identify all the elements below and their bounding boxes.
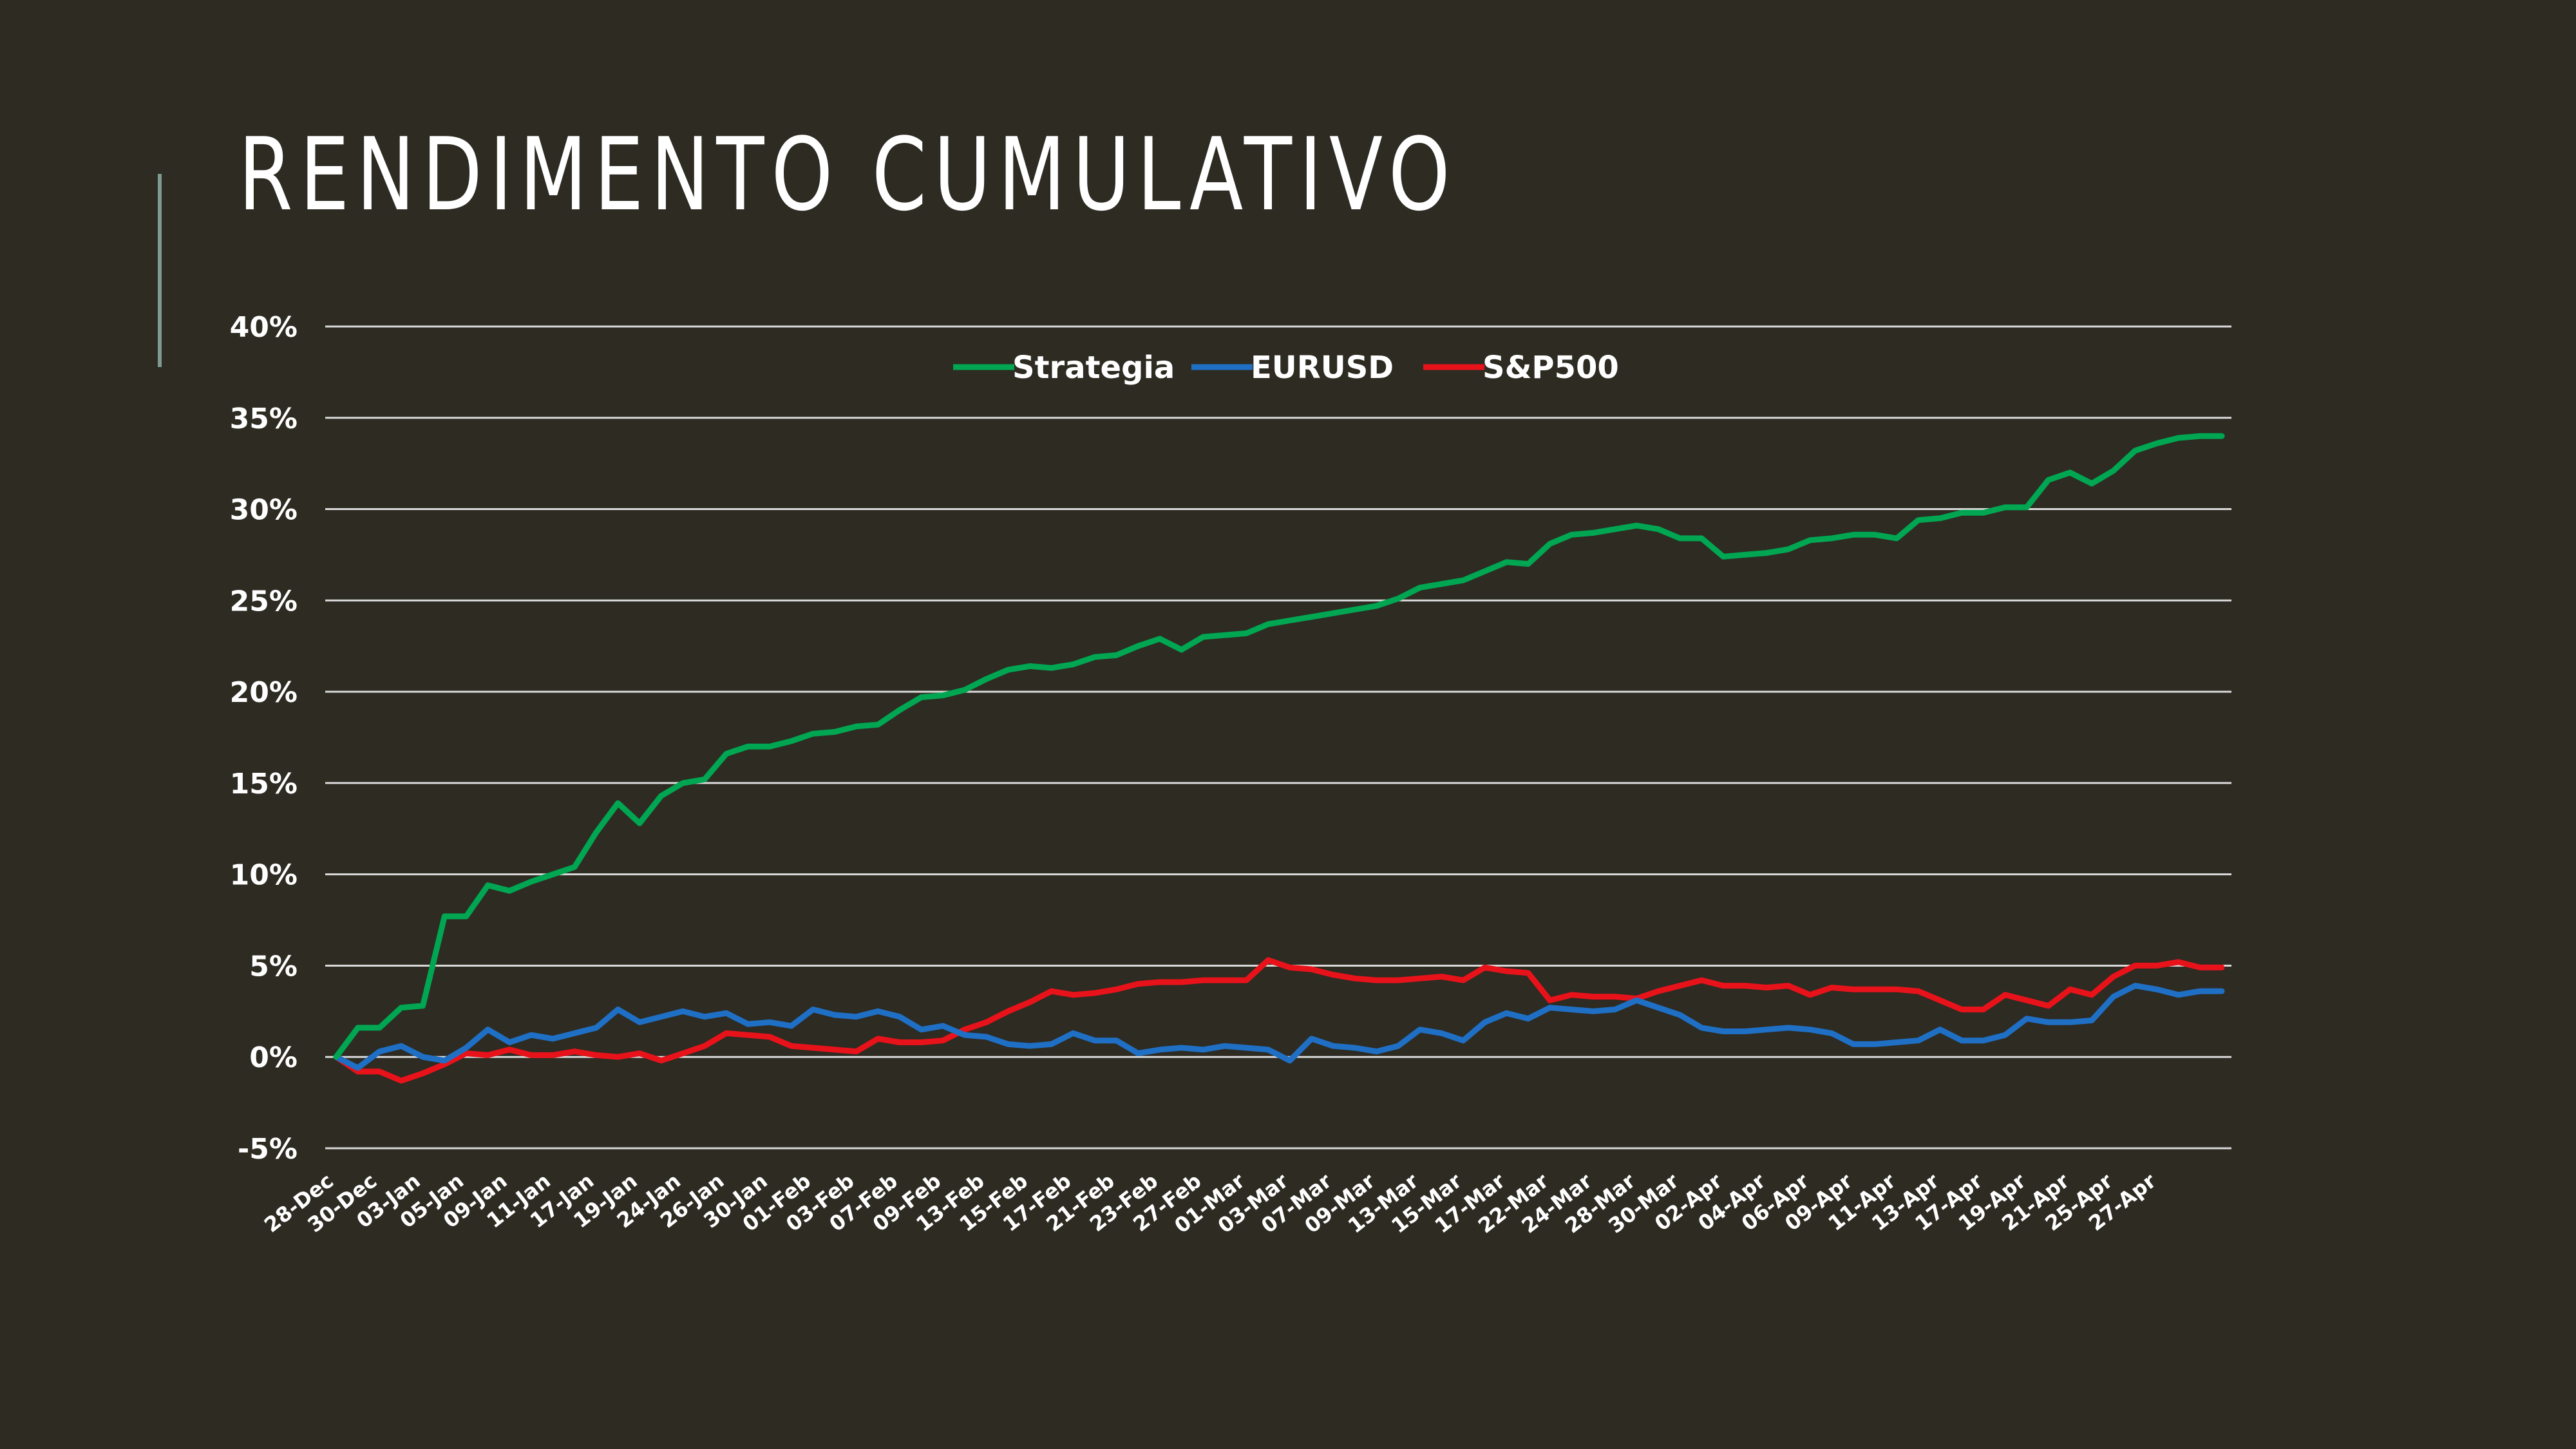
y-tick-label: 40% <box>230 311 298 344</box>
x-axis-labels: 28-Dec30-Dec03-Jan05-Jan09-Jan11-Jan17-J… <box>260 1168 2161 1238</box>
series-line-strategia <box>333 433 2225 1060</box>
legend-label: EURUSD <box>1251 350 1394 386</box>
chart-gridlines <box>325 325 2231 1150</box>
y-tick-label: 25% <box>230 585 298 618</box>
legend-label: S&P500 <box>1482 350 1619 386</box>
y-tick-label: 5% <box>249 950 298 983</box>
y-tick-label: 10% <box>230 859 298 892</box>
y-tick-label: 35% <box>230 402 298 435</box>
y-tick-label: 0% <box>249 1041 298 1074</box>
y-tick-label: 30% <box>230 494 298 527</box>
y-axis-labels: -5% 0% 5% 10% 15% 20% 25% 30% 35% 40% <box>230 311 298 1166</box>
title-accent-bar <box>158 174 162 367</box>
chart-legend: Strategia EURUSD S&P500 <box>953 350 1619 386</box>
chart-series <box>333 433 2225 1084</box>
y-tick-label: 15% <box>230 768 298 800</box>
series-line-eurusd <box>333 983 2225 1071</box>
series-line-sp500 <box>333 957 2225 1084</box>
y-tick-label: 20% <box>230 676 298 709</box>
slide-title: RENDIMENTO CUMULATIVO <box>238 116 1457 233</box>
legend-label: Strategia <box>1012 350 1175 386</box>
y-tick-label: -5% <box>238 1133 298 1166</box>
